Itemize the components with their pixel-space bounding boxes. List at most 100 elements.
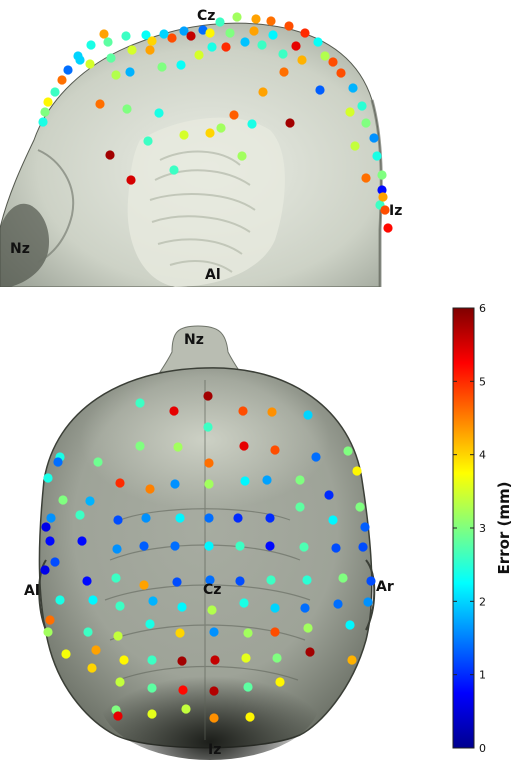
side-electrode — [257, 40, 267, 50]
top-electrode — [203, 391, 213, 401]
top-electrode — [88, 595, 98, 605]
top-electrode — [262, 475, 272, 485]
top-electrode — [233, 513, 243, 523]
top-electrode — [55, 595, 65, 605]
top-electrode — [300, 603, 310, 613]
top-electrode — [235, 576, 245, 586]
side-electrode — [221, 42, 231, 52]
top-electrode — [145, 619, 155, 629]
ear-ridges — [149, 150, 256, 273]
top-electrode — [173, 442, 183, 452]
side-electrode — [106, 53, 116, 63]
top-electrode — [363, 597, 373, 607]
side-electrode — [141, 30, 151, 40]
ear-region — [127, 117, 285, 287]
side-electrode — [336, 68, 346, 78]
top-electrode — [235, 541, 245, 551]
side-electrode — [229, 110, 239, 120]
side-electrode — [154, 108, 164, 118]
side-electrode — [380, 205, 390, 215]
top-electrode — [204, 541, 214, 551]
top-electrode — [331, 543, 341, 553]
side-electrode — [207, 42, 217, 52]
side-electrode — [105, 150, 115, 160]
top-electrode — [172, 577, 182, 587]
side-electrode — [159, 29, 169, 39]
label-top-nz: Nz — [184, 332, 204, 348]
top-electrode — [175, 628, 185, 638]
side-electrode — [232, 12, 242, 22]
top-electrode — [148, 596, 158, 606]
top-electrode — [41, 522, 51, 532]
side-electrodes — [38, 12, 393, 233]
face-shadow — [0, 203, 50, 287]
top-electrode — [241, 653, 251, 663]
side-electrode — [179, 26, 189, 36]
side-electrode — [216, 123, 226, 133]
colorbar-title: Error (mm) — [495, 482, 513, 575]
top-electrode — [333, 599, 343, 609]
side-electrode — [348, 83, 358, 93]
side-electrode — [121, 31, 131, 41]
top-electrode — [328, 515, 338, 525]
top-electrode — [302, 575, 312, 585]
side-electrode — [285, 118, 295, 128]
side-electrode — [249, 26, 259, 36]
side-electrode — [103, 37, 113, 47]
side-electrode — [186, 31, 196, 41]
top-electrode — [170, 541, 180, 551]
top-electrode — [170, 479, 180, 489]
top-electrode — [85, 496, 95, 506]
top-electrode — [265, 513, 275, 523]
top-electrode — [175, 513, 185, 523]
top-electrode — [75, 510, 85, 520]
label-side-cz: Cz — [197, 8, 215, 24]
top-electrode — [352, 466, 362, 476]
brow-contour — [37, 149, 75, 263]
label-top-al: Al — [24, 583, 40, 599]
top-electrode — [139, 541, 149, 551]
side-electrode — [361, 118, 371, 128]
side-electrode — [147, 36, 157, 46]
top-electrode — [275, 677, 285, 687]
side-electrode — [99, 29, 109, 39]
side-electrode — [86, 40, 96, 50]
top-electrode — [295, 475, 305, 485]
top-electrode — [83, 627, 93, 637]
top-electrode — [181, 704, 191, 714]
side-electrode — [125, 67, 135, 77]
back-of-head-edge — [370, 99, 383, 287]
top-electrode — [113, 515, 123, 525]
side-electrode — [377, 170, 387, 180]
side-electrode — [169, 165, 179, 175]
side-electrode — [313, 37, 323, 47]
colorbar-tick-label: 5 — [479, 375, 486, 388]
side-electrode — [278, 49, 288, 59]
top-electrode — [303, 623, 313, 633]
top-electrode — [305, 647, 315, 657]
side-electrode — [145, 45, 155, 55]
side-electrode — [43, 97, 53, 107]
top-electrode — [209, 713, 219, 723]
top-electrode — [113, 631, 123, 641]
top-electrode — [265, 541, 275, 551]
top-electrode — [355, 502, 365, 512]
top-electrode — [119, 655, 129, 665]
colorbar-tick-label: 0 — [479, 742, 486, 755]
side-electrode — [247, 119, 257, 129]
label-side-iz: Iz — [389, 203, 402, 219]
top-electrode — [204, 479, 214, 489]
colorbar-tick-label: 1 — [479, 669, 486, 682]
side-electrode — [300, 28, 310, 38]
top-electrode — [311, 452, 321, 462]
side-electrode — [266, 16, 276, 26]
top-electrode — [53, 457, 63, 467]
side-electrode — [378, 192, 388, 202]
side-electrode — [194, 50, 204, 60]
nose — [159, 325, 241, 373]
label-top-cz: Cz — [203, 582, 221, 598]
top-electrode — [115, 677, 125, 687]
side-electrode — [361, 173, 371, 183]
top-electrode — [115, 601, 125, 611]
